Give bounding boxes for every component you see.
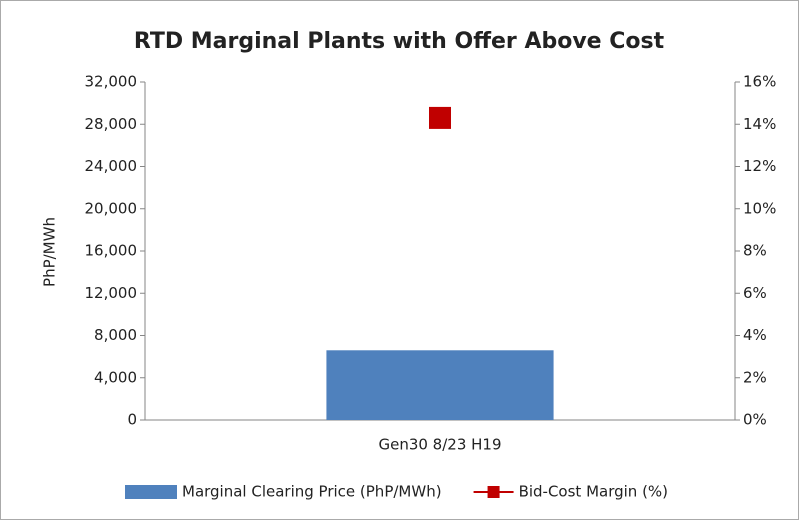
chart-title: RTD Marginal Plants with Offer Above Cos…	[134, 29, 665, 54]
y-axis-label: PhP/MWh	[41, 217, 59, 287]
y-tick-label: 32,000	[85, 73, 138, 91]
legend-swatch	[487, 486, 500, 498]
y-tick-label: 8,000	[94, 326, 137, 344]
y2-tick-label: 6%	[743, 284, 767, 302]
y-tick-label: 16,000	[85, 242, 138, 260]
y2-tick-label: 8%	[743, 242, 767, 260]
bar	[326, 350, 554, 420]
y-tick-label: 20,000	[85, 199, 138, 217]
y-tick-label: 12,000	[85, 284, 138, 302]
y2-tick-label: 12%	[743, 157, 776, 175]
legend-label: Bid-Cost Margin (%)	[519, 483, 668, 501]
y2-tick-label: 0%	[743, 411, 767, 429]
y2-tick-label: 10%	[743, 199, 776, 217]
y2-tick-label: 16%	[743, 73, 776, 91]
y2-tick-label: 2%	[743, 368, 767, 386]
y-tick-label: 0	[127, 411, 137, 429]
legend-swatch	[125, 485, 177, 499]
x-tick-label: Gen30 8/23 H19	[378, 436, 501, 454]
y-tick-label: 28,000	[85, 115, 138, 133]
marker	[429, 106, 451, 129]
y-tick-label: 4,000	[94, 368, 137, 386]
y2-tick-label: 4%	[743, 326, 767, 344]
y2-tick-label: 14%	[743, 115, 776, 133]
legend-label: Marginal Clearing Price (PhP/MWh)	[182, 483, 442, 501]
y-tick-label: 24,000	[85, 157, 138, 175]
